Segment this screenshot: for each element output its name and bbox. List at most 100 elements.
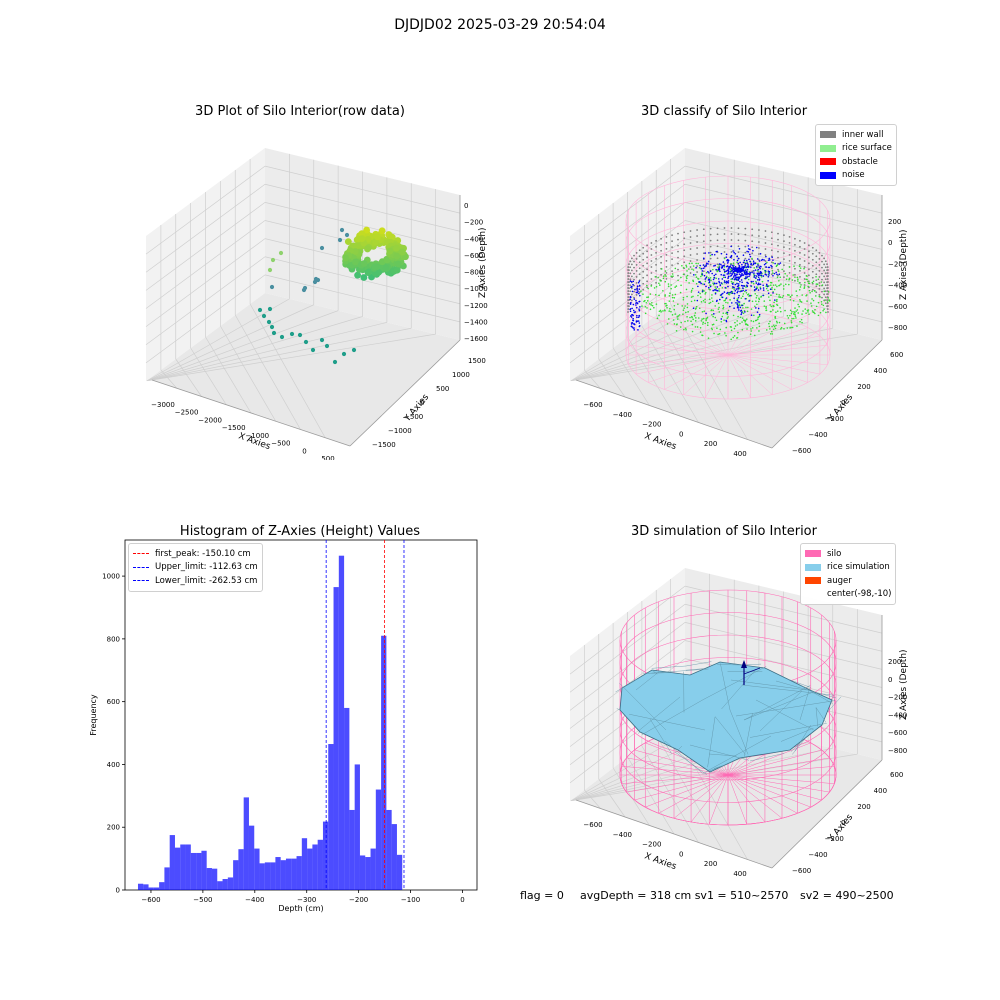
noise-point [724,286,727,289]
rice-surface-point [734,325,737,327]
noise-point [636,314,638,317]
inner-wall-point [758,247,760,249]
rice-surface-point [775,324,777,327]
noise-point [740,313,742,316]
inner-wall-point [646,280,648,283]
rice-surface-point [674,267,677,270]
noise-point [720,263,722,266]
rice-surface-point [704,322,706,325]
y-tick-label: 400 [107,761,120,769]
rice-surface-point [779,276,782,279]
noise-point [726,291,729,294]
inner-wall-point [744,227,747,230]
noise-point [733,272,736,275]
rice-surface-point [790,321,793,324]
rice-surface-point [704,301,707,304]
noise-point [713,313,715,315]
histogram-bar [349,809,355,890]
silo-spoke [636,335,729,356]
inner-wall-point [709,227,712,230]
rice-surface-point [786,275,788,277]
rice-surface-point [691,268,693,270]
rice-surface-point [676,318,679,320]
noise-point [744,265,746,267]
rice-surface-point [770,305,773,308]
inner-wall-point [818,282,821,284]
noise-point [730,302,733,304]
raw-data-point [310,347,316,353]
noise-point [720,252,723,255]
histogram-reference-lines [325,540,405,890]
raw-data-point [301,287,307,293]
grid-line [145,274,266,364]
rice-surface-point [716,327,718,329]
rice-surface-point [717,302,720,305]
rice-surface-point [641,305,643,307]
noise-point [733,297,735,299]
inner-wall-point [818,288,821,290]
status-flag: flag = 0 [520,889,564,902]
rice-surface-point [798,305,800,308]
mesh-edge [619,682,667,731]
silo-spoke [648,354,729,383]
z-tick-label: −400 [888,282,907,290]
rice-surface-point [811,310,814,312]
rice-surface-point [772,309,774,311]
inner-wall-point [638,273,641,276]
noise-point [756,258,759,260]
inner-wall-point [803,266,806,268]
rice-surface-point [774,317,777,319]
mesh-edge [799,688,810,721]
rice-surface-point [653,306,655,309]
noise-point [727,277,729,280]
rice-surface-point [776,304,779,307]
rice-surface-point [768,284,770,287]
noise-point [733,267,735,270]
noise-point [704,252,707,254]
rice-surface-point [714,291,717,294]
noise-point [700,282,702,285]
noise-point [750,280,753,283]
noise-point [736,259,739,262]
inner-wall-point [815,267,818,270]
inner-wall-point [628,299,630,302]
inner-wall-point [642,270,645,273]
noise-point [742,268,745,270]
x-tick-label: −400 [613,831,632,839]
rice-surface-point [730,278,732,281]
noise-point [731,277,734,280]
inner-wall-point [677,232,679,235]
raw-data-point [360,274,368,281]
noise-point [753,270,755,272]
grid-line [569,274,686,364]
silo-spoke [727,354,773,395]
rice-surface-point [799,298,801,301]
raw-data-point [313,276,319,282]
inner-wall-point [783,264,785,267]
inner-wall-point [744,233,747,236]
rice-surface-point [657,276,659,279]
z-tick-label: −800 [888,747,907,755]
rice-surface-point [786,314,789,317]
rice-surface-point [653,287,656,289]
inner-wall-point [660,255,662,258]
rice-surface-point [659,284,661,286]
noise-point [727,259,729,261]
rice-surface-point [797,303,799,306]
inner-wall-point [811,252,814,255]
rice-surface-point [728,292,730,295]
noise-point [763,263,766,266]
raw-data-point [303,339,309,345]
rice-surface-point [784,272,786,275]
inner-wall-point [821,266,823,269]
inner-wall-point [709,251,712,254]
y-tick-label: −1000 [388,427,412,435]
rice-surface-point [658,294,660,297]
noise-point [768,272,771,274]
noise-point [737,290,739,293]
rice-surface-point [808,313,810,316]
inner-wall-point [677,244,679,247]
inner-wall-point [783,246,785,249]
rice-surface-point [798,289,801,291]
rice-surface-point [760,276,763,278]
